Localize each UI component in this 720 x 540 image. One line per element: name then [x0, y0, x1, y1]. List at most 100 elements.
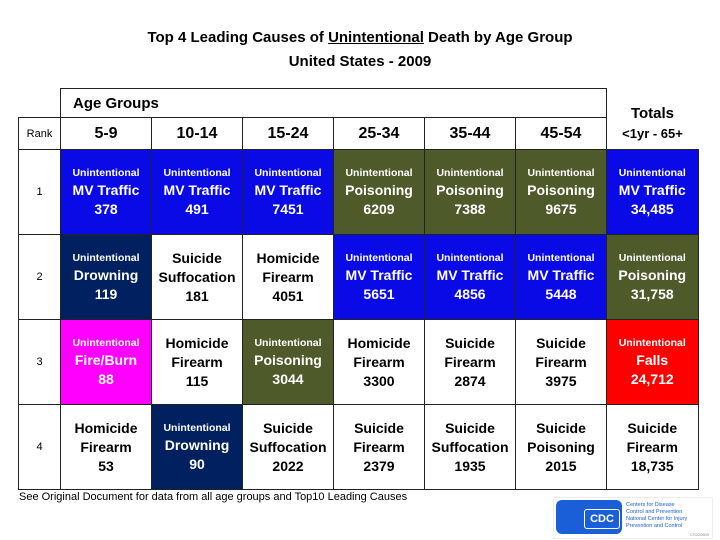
title-prefix: Top 4 Leading Causes of	[147, 29, 329, 46]
death-count: 4856	[454, 286, 486, 302]
death-count: 491	[185, 201, 209, 217]
cause-name: Firearm	[171, 353, 223, 370]
death-count: 3300	[363, 372, 395, 389]
cause-type: Homicide	[347, 334, 411, 351]
totals-cell: Suicide Firearm 18,735	[606, 404, 699, 490]
logo-code: CS220609	[690, 532, 709, 537]
cause-type: Unintentional	[436, 167, 504, 179]
cause-name: MV Traffic	[527, 267, 595, 283]
cause-name: MV Traffic	[72, 182, 140, 198]
cause-type: Unintentional	[527, 167, 595, 179]
death-count: 88	[98, 371, 114, 387]
death-count: 24,712	[630, 371, 674, 387]
cause-type: Suicide	[536, 334, 586, 351]
page-subtitle: United States - 2009	[288, 53, 432, 70]
death-count: 53	[98, 457, 114, 474]
cause-type: Suicide	[445, 419, 495, 436]
cause-type: Unintentional	[254, 167, 322, 179]
death-count: 119	[94, 286, 118, 302]
cause-type: Unintentional	[618, 167, 686, 179]
death-count: 34,485	[630, 201, 674, 217]
death-count: 3044	[272, 371, 304, 387]
cause-cell: Unintentional Poisoning 3044	[242, 319, 334, 405]
death-count: 181	[185, 287, 209, 304]
death-count: 18,735	[630, 457, 674, 474]
cause-name: MV Traffic	[618, 182, 686, 198]
age-header-35-44: 35-44	[424, 117, 516, 150]
cause-type: Unintentional	[527, 252, 595, 264]
age-header-25-34: 25-34	[333, 117, 425, 150]
cause-name: MV Traffic	[345, 267, 413, 283]
death-count: 5448	[545, 286, 577, 302]
cause-cell: Unintentional Poisoning 6209	[333, 149, 425, 235]
cause-cell: Unintentional MV Traffic 7451	[242, 149, 334, 235]
table-row: 1 Unintentional MV Traffic 378 Unintentional…	[18, 149, 699, 235]
cdc-logo: CDC Centers for Disease Control and Preve…	[553, 497, 713, 539]
cause-cell: Suicide Suffocation 2022	[242, 404, 334, 490]
cause-name: Firearm	[262, 268, 314, 285]
totals-label: Totals	[630, 104, 675, 122]
cause-type: Suicide	[536, 419, 586, 436]
page-title: Top 4 Leading Causes of Unintentional De…	[0, 29, 720, 46]
death-count: 3975	[545, 372, 577, 389]
title-suffix: Death by Age Group	[423, 29, 573, 46]
cause-type: Unintentional	[436, 252, 504, 264]
death-count: 115	[185, 372, 209, 389]
death-count: 7451	[272, 201, 304, 217]
death-count: 2874	[454, 372, 486, 389]
cause-cell: Suicide Suffocation 1935	[424, 404, 516, 490]
table-row: 4 Homicide Firearm 53 Unintentional Drowning 9…	[18, 404, 699, 490]
rank-cell: 2	[18, 234, 61, 320]
cause-name: Poisoning	[527, 182, 595, 198]
causes-table: Age Groups Totals <1yr - 65+ Rank 5-9 10-1…	[18, 88, 699, 490]
age-header-5-9: 5-9	[60, 117, 152, 150]
cause-type: Unintentional	[72, 337, 140, 349]
footer-note: See Original Document for data from all …	[19, 491, 408, 503]
cause-cell: Homicide Firearm 115	[151, 319, 243, 405]
death-count: 2015	[545, 457, 577, 474]
death-count: 6209	[363, 201, 395, 217]
title-underlined: Unintentional	[328, 29, 424, 46]
cause-cell: Unintentional MV Traffic 5651	[333, 234, 425, 320]
cause-name: Firearm	[626, 438, 678, 455]
death-count: 4051	[272, 287, 304, 304]
totals-cell: Unintentional MV Traffic 34,485	[606, 149, 699, 235]
cause-cell: Homicide Firearm 4051	[242, 234, 334, 320]
cause-name: Suffocation	[158, 268, 236, 285]
cause-cell: Suicide Firearm 2379	[333, 404, 425, 490]
cause-type: Unintentional	[72, 167, 140, 179]
cause-type: Suicide	[172, 249, 222, 266]
cause-name: Firearm	[535, 353, 587, 370]
cause-cell: Suicide Firearm 2874	[424, 319, 516, 405]
cause-type: Homicide	[256, 249, 320, 266]
rank-cell: 3	[18, 319, 61, 405]
death-count: 2379	[363, 457, 395, 474]
death-count: 378	[94, 201, 118, 217]
cause-type: Homicide	[74, 419, 138, 436]
cause-name: Poisoning	[527, 438, 595, 455]
cause-cell: Homicide Firearm 53	[60, 404, 152, 490]
cause-name: Poisoning	[436, 182, 504, 198]
cause-cell: Suicide Suffocation 181	[151, 234, 243, 320]
cause-name: Fire/Burn	[74, 352, 138, 368]
death-count: 9675	[545, 201, 577, 217]
cause-type: Unintentional	[618, 337, 686, 349]
cause-cell: Unintentional Drowning 90	[151, 404, 243, 490]
cause-cell: Unintentional Fire/Burn 88	[60, 319, 152, 405]
cause-name: Firearm	[80, 438, 132, 455]
age-header-45-54: 45-54	[515, 117, 607, 150]
death-count: 31,758	[630, 286, 674, 302]
death-count: 1935	[454, 457, 486, 474]
cause-name: Poisoning	[345, 182, 413, 198]
cause-name: Poisoning	[618, 267, 687, 283]
cause-type: Unintentional	[163, 167, 231, 179]
age-header-10-14: 10-14	[151, 117, 243, 150]
cause-cell: Unintentional Poisoning 9675	[515, 149, 607, 235]
death-count: 2022	[272, 457, 304, 474]
rank-cell: 4	[18, 404, 61, 490]
cause-cell: Unintentional MV Traffic 491	[151, 149, 243, 235]
cause-cell: Unintentional MV Traffic 378	[60, 149, 152, 235]
cause-type: Unintentional	[345, 252, 413, 264]
cause-type: Suicide	[354, 419, 404, 436]
cause-type: Unintentional	[345, 167, 413, 179]
